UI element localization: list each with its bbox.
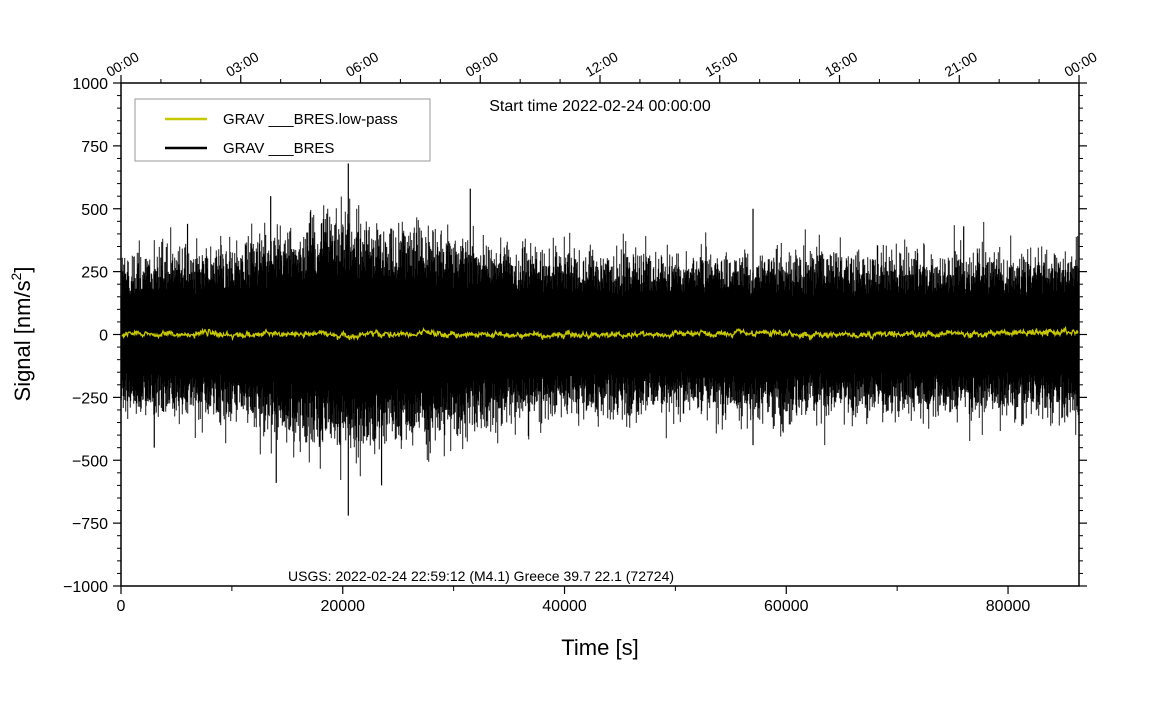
legend-box: [134, 98, 431, 162]
lowpass-signal-trace: [121, 325, 1079, 342]
x-tick-label: 60000: [764, 598, 809, 615]
y-tick-label: 250: [81, 265, 108, 282]
y-axis-label-main: Signal [nm/s: [10, 280, 35, 401]
x-tick-label: 40000: [542, 598, 587, 615]
x-tick-label: 0: [117, 598, 126, 615]
x-axis-label: Time [s]: [561, 635, 638, 660]
y-tick-label: 1000: [72, 76, 108, 93]
y-axis-label-tail: ]: [10, 267, 35, 273]
y-tick-label: −250: [72, 390, 108, 407]
y-tick-label: 750: [81, 139, 108, 156]
y-axis-label: Signal [nm/s2]: [8, 267, 35, 402]
y-tick-label: −500: [72, 453, 108, 470]
legend: GRAV ___BRES.low-pass GRAV ___BRES: [134, 98, 431, 162]
y-tick-label: 500: [81, 202, 108, 219]
event-annotation: USGS: 2022-02-24 22:59:12 (M4.1) Greece …: [288, 568, 674, 584]
y-axis: 1000 750 500 250 0 −250 −500 −750 −1000: [63, 76, 121, 596]
x-tick-label: 20000: [321, 598, 366, 615]
y-tick-label: −1000: [63, 579, 108, 596]
x-axis: 0 20000 40000 60000 80000: [117, 586, 1031, 615]
y-tick-label: −750: [72, 516, 108, 533]
x-tick-label: 80000: [986, 598, 1031, 615]
legend-label-raw: GRAV ___BRES: [223, 140, 334, 157]
y-axis-label-superscript: 2: [8, 272, 24, 280]
raw-signal-series: [121, 163, 1079, 516]
start-time-label: Start time 2022-02-24 00:00:00: [489, 98, 711, 115]
lowpass-signal-series: [121, 325, 1079, 342]
right-axis-ticks: [1079, 82, 1087, 587]
y-tick-label: 0: [99, 328, 108, 345]
legend-label-lowpass: GRAV ___BRES.low-pass: [223, 111, 398, 128]
